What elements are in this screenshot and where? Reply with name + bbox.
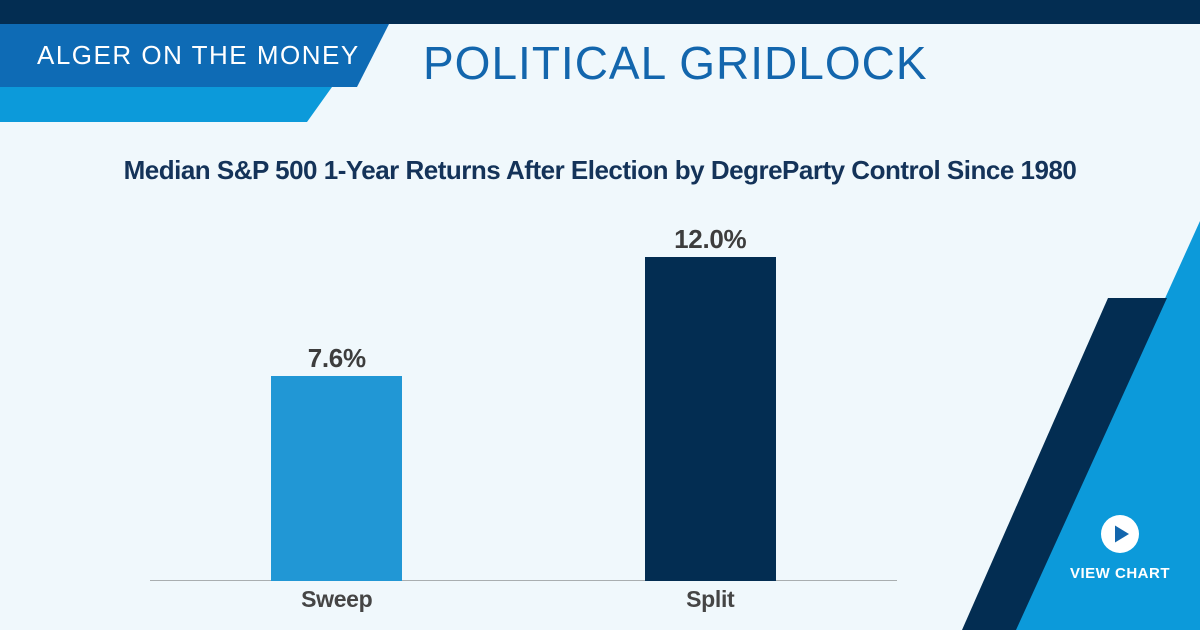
chart-title: Median S&P 500 1-Year Returns After Elec… <box>123 155 1077 185</box>
brand-accent-stripe <box>0 87 332 122</box>
play-icon[interactable] <box>1101 515 1139 553</box>
x-axis-baseline <box>150 579 897 581</box>
view-chart-label[interactable]: VIEW CHART <box>1070 565 1170 582</box>
category-label: Split <box>686 586 735 612</box>
bar-chart: 7.6% Sweep 12.0% Split <box>150 220 897 612</box>
bar-value-label: 7.6% <box>307 343 366 373</box>
brand-label: ALGER ON THE MONEY <box>37 40 360 70</box>
page-title: POLITICAL GRIDLOCK <box>423 37 928 89</box>
bar-sweep <box>271 376 403 581</box>
brand-banner: ALGER ON THE MONEY <box>0 24 389 87</box>
top-navy-band <box>0 0 1200 24</box>
bar-group-sweep: 7.6% Sweep <box>271 344 403 612</box>
bar-split <box>644 257 776 581</box>
category-label: Sweep <box>301 586 373 612</box>
bar-group-split: 12.0% Split <box>644 225 776 612</box>
view-chart-button[interactable]: VIEW CHART <box>1040 515 1200 605</box>
bar-value-label: 12.0% <box>674 224 747 254</box>
